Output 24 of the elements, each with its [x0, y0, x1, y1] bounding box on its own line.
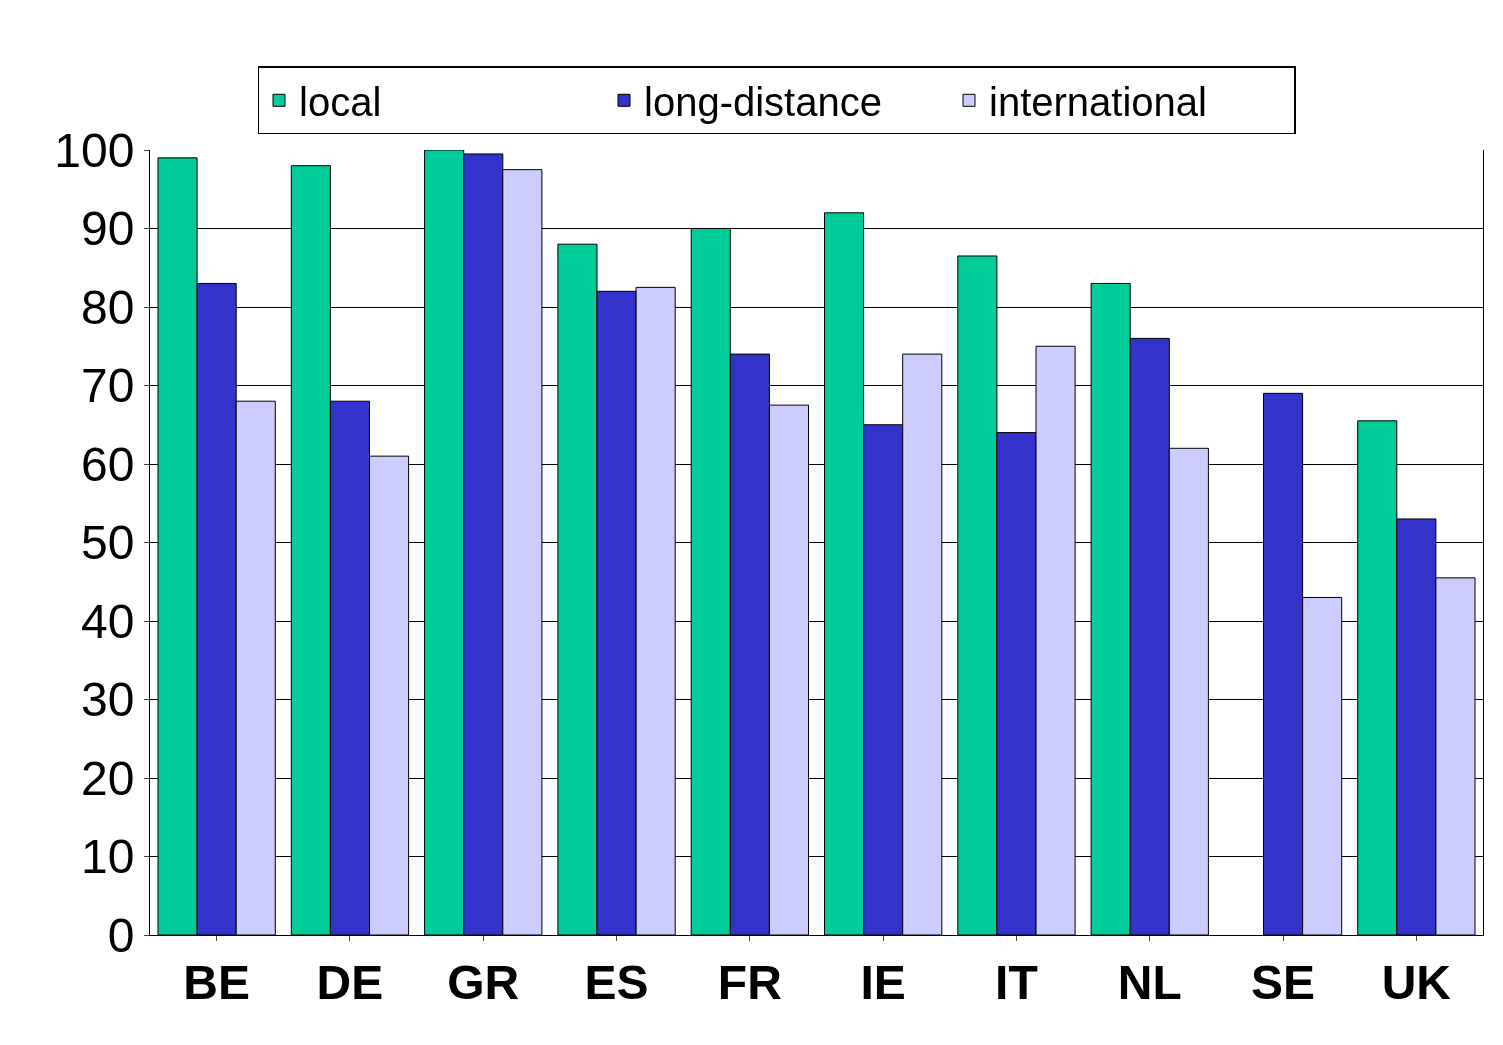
x-tick-label: GR — [447, 955, 520, 1009]
x-tick-label: SE — [1251, 955, 1316, 1009]
y-tick-label: 30 — [81, 673, 135, 727]
x-tick-label: IT — [995, 955, 1038, 1009]
legend-label: international — [989, 79, 1207, 124]
y-tick-label: 40 — [81, 594, 135, 648]
x-tick-label: ES — [584, 955, 649, 1009]
y-tick-label: 20 — [81, 751, 135, 805]
x-tick-label: FR — [717, 955, 782, 1009]
y-tick-label: 10 — [81, 830, 135, 884]
y-tick-label: 90 — [81, 202, 135, 256]
legend-label: long-distance — [644, 79, 882, 124]
legend-label: local — [299, 79, 382, 124]
x-tick-label: BE — [183, 955, 250, 1009]
y-tick-label: 100 — [54, 123, 135, 177]
y-tick-label: 70 — [81, 359, 135, 413]
y-tick-label: 80 — [81, 280, 135, 334]
x-tick-label: IE — [860, 955, 906, 1009]
y-tick-label: 60 — [81, 437, 135, 491]
y-tick-label: 50 — [81, 516, 135, 570]
x-tick-label: DE — [316, 955, 384, 1009]
x-tick-label: NL — [1117, 955, 1182, 1009]
x-tick-label: UK — [1381, 955, 1452, 1009]
y-tick-label: 0 — [107, 908, 135, 962]
